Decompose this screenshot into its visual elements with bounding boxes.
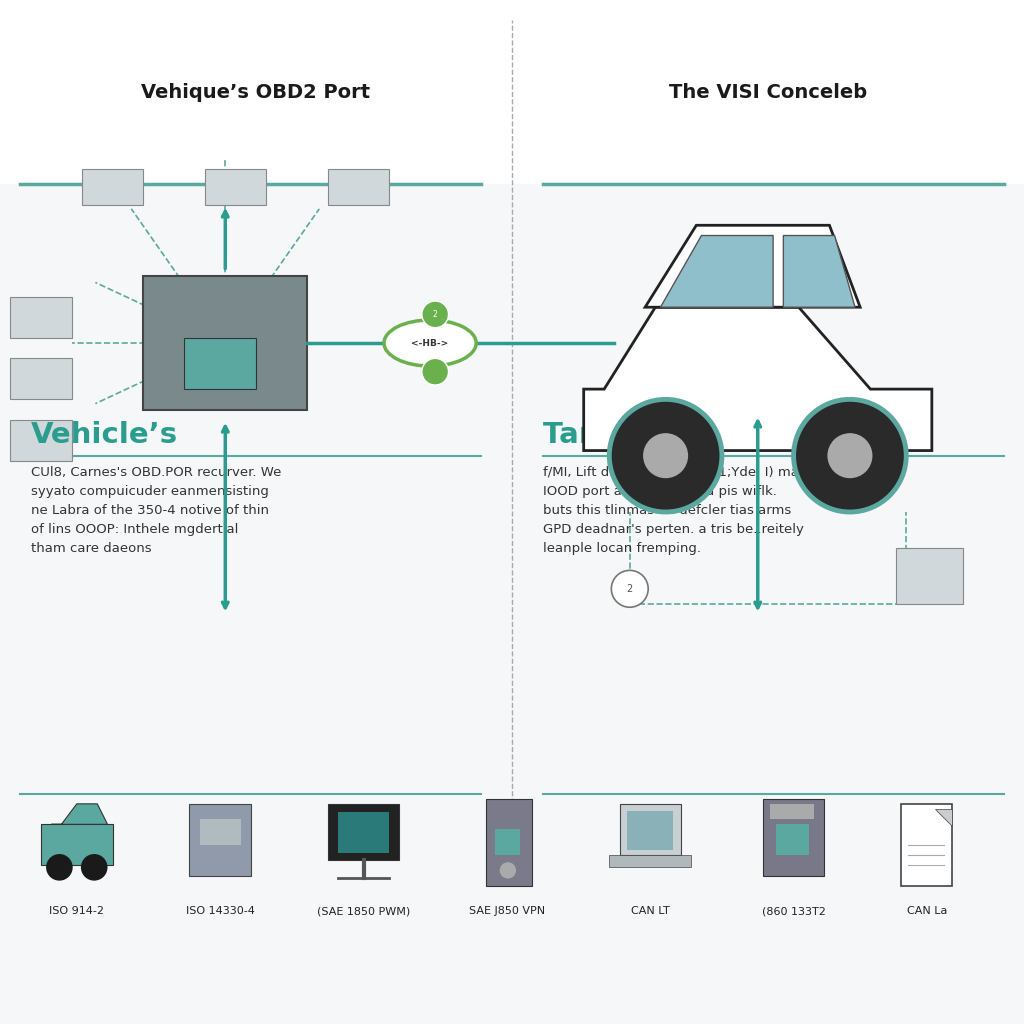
- Circle shape: [827, 433, 872, 478]
- Bar: [770, 804, 814, 819]
- Bar: [41, 824, 113, 865]
- Bar: [609, 855, 691, 867]
- Text: Tarrney’s ECU: Tarrney’s ECU: [543, 421, 770, 450]
- Circle shape: [611, 570, 648, 607]
- Bar: [763, 799, 824, 876]
- Text: (860 133T2: (860 133T2: [762, 906, 825, 916]
- Circle shape: [422, 358, 449, 385]
- Text: Vehicle’s: Vehicle’s: [31, 421, 178, 450]
- Bar: [184, 338, 256, 389]
- Bar: [776, 824, 809, 855]
- Circle shape: [81, 854, 108, 881]
- Text: <-HB->: <-HB->: [412, 339, 449, 347]
- Bar: [0, 0, 1024, 184]
- Bar: [10, 420, 72, 461]
- Bar: [82, 169, 143, 205]
- Text: CAN La: CAN La: [906, 906, 947, 916]
- Bar: [200, 819, 241, 845]
- Text: ISO 14330-4: ISO 14330-4: [185, 906, 255, 916]
- Polygon shape: [660, 236, 773, 307]
- Bar: [205, 169, 266, 205]
- Circle shape: [643, 433, 688, 478]
- Text: 2: 2: [627, 584, 633, 594]
- Bar: [143, 276, 307, 410]
- Bar: [338, 812, 389, 853]
- Bar: [189, 804, 251, 876]
- Text: ISO 914-2: ISO 914-2: [49, 906, 104, 916]
- Text: (SAE 1850 PWM): (SAE 1850 PWM): [316, 906, 411, 916]
- Bar: [901, 804, 952, 886]
- Text: SAE J850 VPN: SAE J850 VPN: [469, 906, 545, 916]
- Bar: [627, 811, 673, 850]
- Polygon shape: [584, 307, 932, 451]
- Polygon shape: [645, 225, 860, 307]
- Bar: [620, 804, 681, 855]
- Circle shape: [500, 862, 516, 879]
- Text: CAN LT: CAN LT: [631, 906, 670, 916]
- Circle shape: [794, 399, 906, 512]
- Circle shape: [46, 854, 73, 881]
- Bar: [486, 799, 532, 886]
- Text: 2: 2: [433, 310, 437, 318]
- Bar: [328, 804, 399, 860]
- Text: The VISI Conceleb: The VISI Conceleb: [669, 83, 867, 101]
- Polygon shape: [935, 809, 952, 826]
- Bar: [328, 169, 389, 205]
- Polygon shape: [51, 804, 108, 824]
- Bar: [896, 548, 963, 604]
- Circle shape: [609, 399, 722, 512]
- Bar: [10, 358, 72, 399]
- Polygon shape: [783, 236, 855, 307]
- Ellipse shape: [384, 319, 476, 366]
- Text: Vehique’s OBD2 Port: Vehique’s OBD2 Port: [141, 83, 371, 101]
- Text: CUl8, Carnes's OBD.POR recurver. We
syyato compuicuder eanmensisting
ne Labra of: CUl8, Carnes's OBD.POR recurver. We syya…: [31, 466, 282, 555]
- Circle shape: [422, 301, 449, 328]
- Text: f/MI, Lift dil. 21.3-(3 varko 1;Yde: I) ma
IOOD port ax.iel then-had pis wiflk.
: f/MI, Lift dil. 21.3-(3 varko 1;Yde: I) …: [543, 466, 804, 555]
- Bar: [10, 297, 72, 338]
- Bar: [495, 829, 520, 855]
